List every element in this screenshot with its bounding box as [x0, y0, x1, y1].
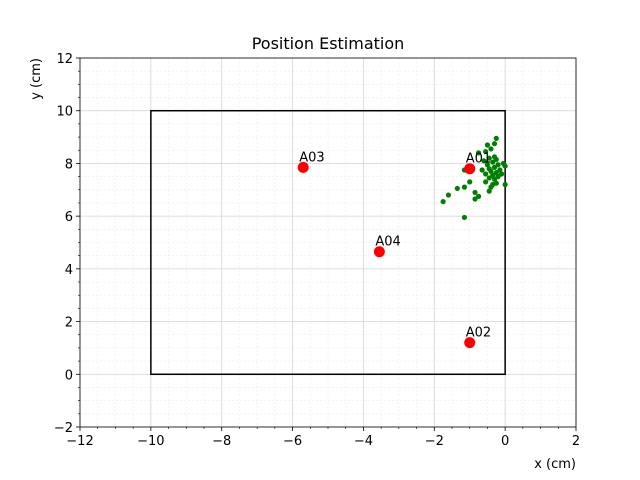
estimate-point	[493, 156, 499, 163]
estimate-point	[475, 193, 482, 199]
estimate-point	[486, 188, 492, 194]
anchor-label: A04	[375, 235, 400, 250]
anchor-points	[297, 161, 476, 349]
estimate-point	[479, 167, 485, 173]
estimate-point	[440, 199, 446, 205]
y-tick-label: 12	[56, 52, 73, 67]
estimate-point	[491, 141, 498, 147]
estimate-point	[483, 148, 489, 155]
estimate-point	[490, 159, 496, 165]
y-tick-label: 6	[65, 210, 73, 225]
y-tick-label: 10	[56, 105, 73, 120]
y-tick-label: 4	[65, 263, 73, 278]
anchor-label: A02	[466, 326, 491, 341]
y-tick-label: 0	[65, 368, 73, 383]
estimate-point	[483, 171, 489, 177]
estimate-point	[472, 189, 478, 196]
y-tick-label: 8	[65, 157, 73, 172]
estimate-point	[495, 162, 501, 168]
estimate-point	[495, 174, 501, 180]
y-axis-ticks: −2 0 2 4 6 8 10 12	[54, 52, 80, 436]
anchor-point	[464, 337, 476, 349]
anchor-point	[464, 163, 476, 175]
x-tick-label: −6	[283, 434, 302, 449]
estimate-point	[502, 181, 508, 188]
estimate-point	[490, 172, 496, 178]
anchor-point	[297, 161, 309, 173]
anchor-labels: A01 A02 A03 A04	[299, 150, 491, 340]
x-tick-label: 0	[501, 434, 509, 449]
x-tick-label: −2	[425, 434, 444, 449]
estimate-point	[475, 150, 482, 156]
estimate-points	[440, 135, 508, 221]
estimate-point	[481, 158, 487, 164]
x-axis-ticks: −12 −10 −8 −6 −4 −2 0 2	[66, 427, 580, 449]
estimate-point	[491, 164, 498, 170]
estimate-point	[484, 162, 491, 168]
x-tick-label: −12	[66, 434, 93, 449]
estimate-point	[497, 167, 503, 173]
estimate-point	[461, 214, 467, 221]
estimate-point	[454, 185, 460, 192]
estimate-point	[488, 168, 494, 174]
x-tick-label: −8	[212, 434, 231, 449]
y-axis-label: y (cm)	[29, 58, 44, 100]
estimate-point	[445, 192, 452, 198]
x-tick-label: −4	[354, 434, 373, 449]
x-tick-label: −10	[137, 434, 164, 449]
estimate-point	[472, 196, 478, 202]
estimate-point	[491, 176, 498, 182]
estimate-point	[461, 184, 467, 190]
estimate-point	[499, 171, 505, 177]
estimate-point	[484, 142, 491, 148]
x-tick-label: 2	[572, 434, 580, 449]
chart-title: Position Estimation	[252, 34, 405, 53]
estimate-point	[486, 175, 492, 181]
y-tick-label: 2	[65, 316, 73, 331]
estimate-point	[486, 155, 492, 161]
boundary-rectangle	[150, 109, 506, 376]
estimate-point	[488, 184, 494, 190]
x-axis-label: x (cm)	[534, 457, 576, 472]
anchor-label: A03	[299, 150, 324, 165]
anchor-point	[373, 246, 385, 258]
estimate-point	[467, 179, 473, 185]
estimate-point	[502, 163, 508, 169]
estimate-point	[493, 135, 499, 141]
estimate-point	[488, 146, 494, 152]
y-tick-label: −2	[54, 421, 73, 436]
anchor-label: A01	[466, 152, 491, 167]
estimate-point	[493, 170, 499, 176]
estimate-point	[483, 179, 489, 185]
